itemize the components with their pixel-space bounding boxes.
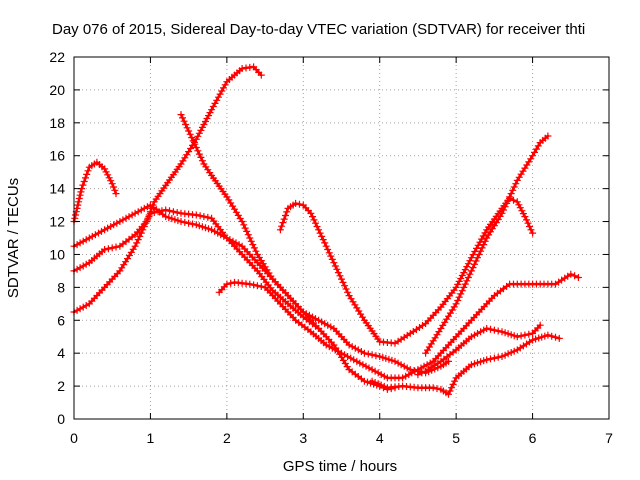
y-tick-label: 20 — [49, 82, 65, 98]
x-tick-label: 5 — [452, 430, 460, 446]
ticks — [73, 56, 610, 420]
series-markers — [368, 331, 563, 398]
series-arc-1 — [70, 158, 120, 225]
series-markers — [422, 132, 552, 357]
y-tick-label: 18 — [49, 115, 65, 131]
series-markers — [414, 321, 544, 379]
series-arc-6 — [215, 270, 582, 382]
plot-frame — [73, 56, 610, 420]
x-tick-label: 1 — [147, 430, 155, 446]
y-tick-label: 14 — [49, 181, 65, 197]
y-tick-label: 4 — [57, 345, 65, 361]
series-markers — [177, 111, 452, 377]
x-tick-label: 0 — [70, 430, 78, 446]
series-arc-8 — [368, 331, 563, 398]
x-tick-label: 3 — [299, 430, 307, 446]
series-arc-9 — [414, 321, 544, 379]
y-tick-label: 10 — [49, 246, 65, 262]
series-markers — [215, 270, 582, 382]
y-axis-title: SDTVAR / TECUs — [5, 178, 22, 298]
y-tick-label: 8 — [57, 279, 65, 295]
x-axis-title: GPS time / hours — [283, 458, 397, 475]
x-tick-label: 7 — [605, 430, 613, 446]
x-tick-label: 6 — [529, 430, 537, 446]
series-layer — [70, 63, 582, 398]
y-tick-label: 2 — [57, 378, 65, 394]
series-arc-5 — [177, 111, 452, 377]
series-arc-10 — [422, 132, 552, 357]
y-tick-label: 12 — [49, 214, 65, 230]
y-tick-label: 22 — [49, 49, 65, 65]
x-tick-label: 4 — [376, 430, 384, 446]
y-tick-label: 16 — [49, 148, 65, 164]
y-tick-label: 0 — [57, 411, 65, 427]
y-tick-label: 6 — [57, 312, 65, 328]
chart-title: Day 076 of 2015, Sidereal Day-to-day VTE… — [52, 21, 585, 38]
x-tick-label: 2 — [223, 430, 231, 446]
